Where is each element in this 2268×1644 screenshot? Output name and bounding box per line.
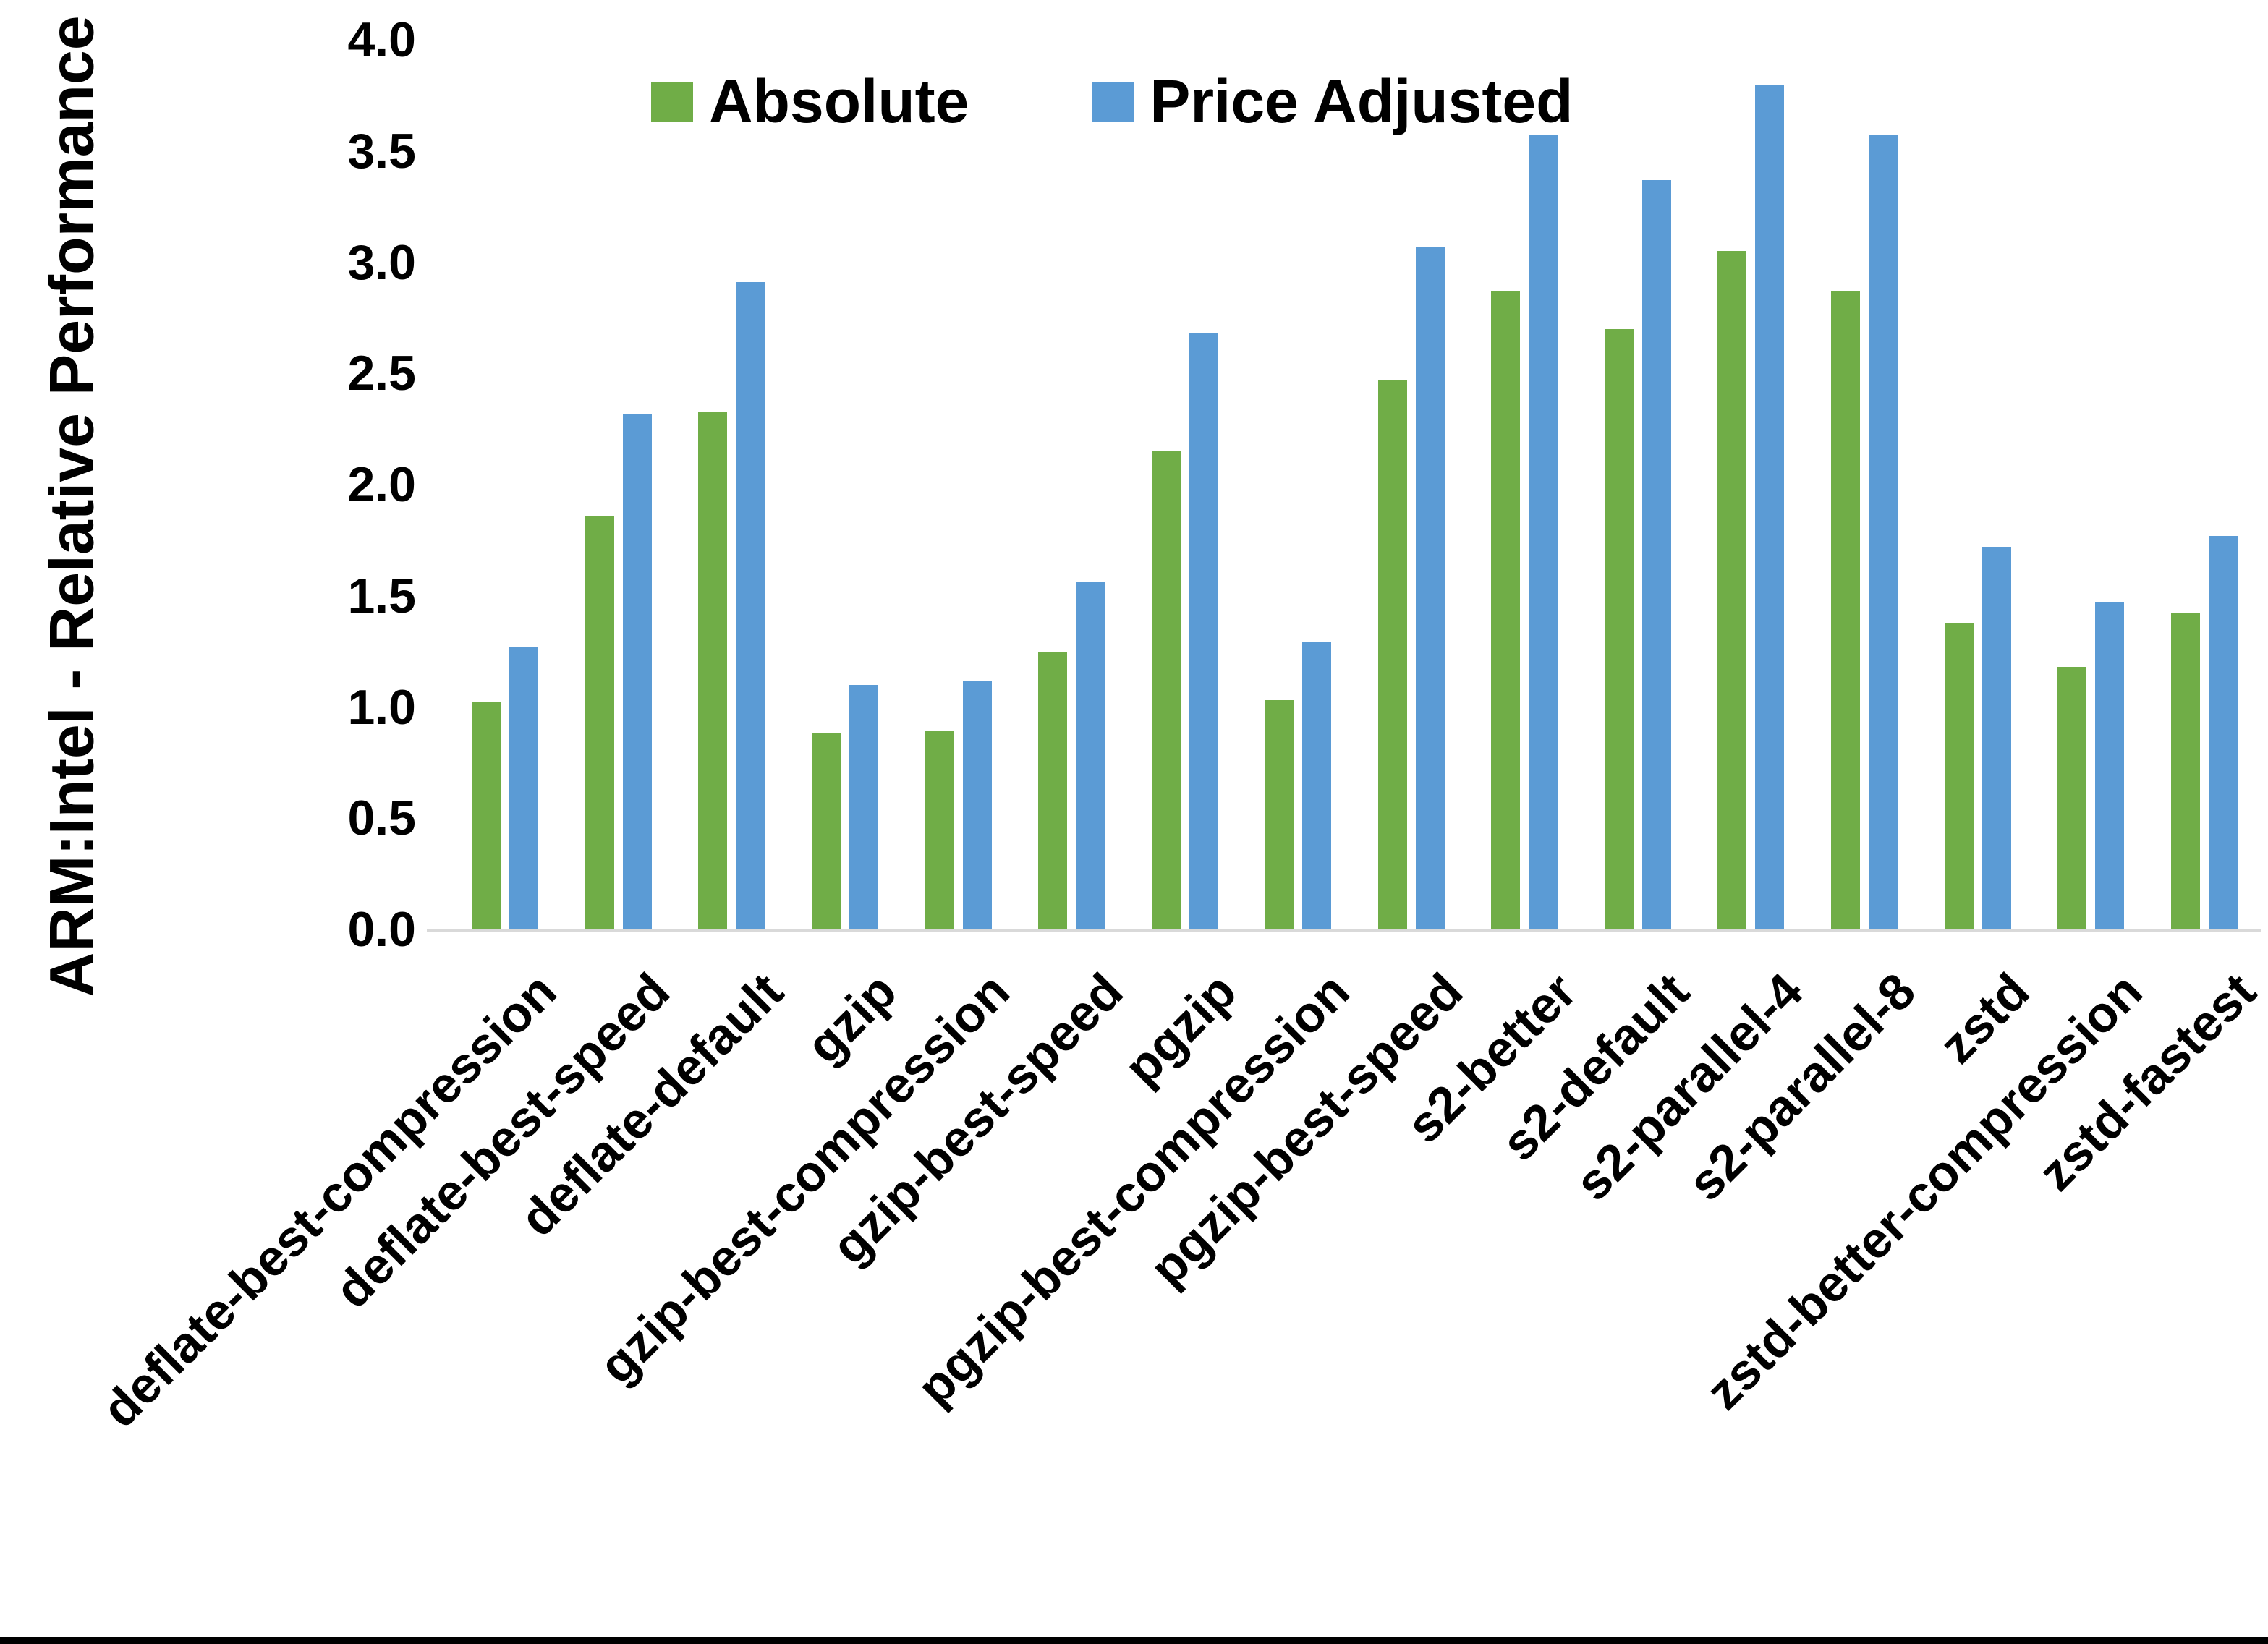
bar-absolute-deflate-best-speed [585, 516, 614, 929]
y-tick-label: 2.0 [347, 457, 416, 512]
y-tick-label: 3.0 [347, 234, 416, 290]
bar-absolute-zstd-better-compression [2057, 667, 2087, 929]
y-tick-label: 0.5 [347, 791, 416, 846]
legend-item-absolute: Absolute [651, 67, 969, 137]
y-tick-label: 1.0 [347, 679, 416, 735]
bar-price-adjusted-s2-better [1529, 135, 1558, 929]
y-axis-title: ARM:Intel - Relative Performance [37, 15, 107, 997]
bar-price-adjusted-zstd-fastest [2208, 535, 2238, 929]
y-tick-label: 3.5 [347, 123, 416, 179]
bar-absolute-gzip [811, 733, 841, 929]
y-tick-label: 2.5 [347, 346, 416, 401]
x-category-label: deflate-best-compression [91, 962, 568, 1439]
bar-price-adjusted-gzip-best-speed [1076, 582, 1105, 929]
bar-absolute-s2-default [1604, 328, 1634, 929]
legend-swatch-absolute [651, 82, 693, 122]
bar-price-adjusted-gzip-best-compression [962, 680, 992, 929]
y-tick-label: 4.0 [347, 12, 416, 67]
bar-absolute-zstd [1944, 622, 1974, 929]
bar-price-adjusted-zstd-better-compression [2095, 602, 2125, 929]
bar-price-adjusted-s2-parallel-4 [1755, 84, 1785, 929]
bar-absolute-pgzip [1151, 451, 1181, 929]
bar-absolute-pgzip-best-compression [1265, 700, 1294, 929]
bar-absolute-gzip-best-compression [925, 731, 954, 929]
bar-absolute-gzip-best-speed [1038, 651, 1068, 929]
bar-price-adjusted-gzip [849, 684, 878, 929]
bar-absolute-s2-parallel-8 [1831, 291, 1861, 929]
bar-price-adjusted-pgzip-best-compression [1302, 642, 1332, 929]
bar-price-adjusted-pgzip-best-speed [1415, 246, 1445, 929]
bar-absolute-s2-parallel-4 [1717, 251, 1747, 929]
bar-price-adjusted-zstd [1982, 547, 2011, 929]
y-tick-label: 0.0 [347, 902, 416, 957]
bar-price-adjusted-s2-parallel-8 [1869, 135, 1898, 929]
y-tick-label: 1.5 [347, 568, 416, 623]
legend: Absolute Price Adjusted [651, 67, 1573, 137]
bar-absolute-deflate-best-compression [472, 702, 501, 929]
bar-price-adjusted-deflate-best-speed [622, 413, 652, 929]
legend-label-price-adjusted: Price Adjusted [1150, 67, 1573, 135]
bar-absolute-s2-better [1491, 291, 1521, 929]
legend-swatch-price-adjusted [1092, 82, 1134, 122]
bar-absolute-pgzip-best-speed [1377, 380, 1407, 929]
bar-price-adjusted-pgzip [1189, 333, 1218, 929]
bar-absolute-deflate-default [698, 411, 728, 929]
bar-price-adjusted-deflate-default [736, 282, 765, 929]
bar-price-adjusted-deflate-best-compression [509, 647, 539, 929]
x-axis-line [427, 929, 2261, 932]
bar-absolute-zstd-fastest [2170, 613, 2200, 929]
legend-label-absolute: Absolute [709, 67, 969, 135]
legend-item-price-adjusted: Price Adjusted [1092, 67, 1573, 137]
bar-price-adjusted-s2-default [1641, 179, 1671, 929]
bottom-border-bar [0, 1637, 2268, 1644]
